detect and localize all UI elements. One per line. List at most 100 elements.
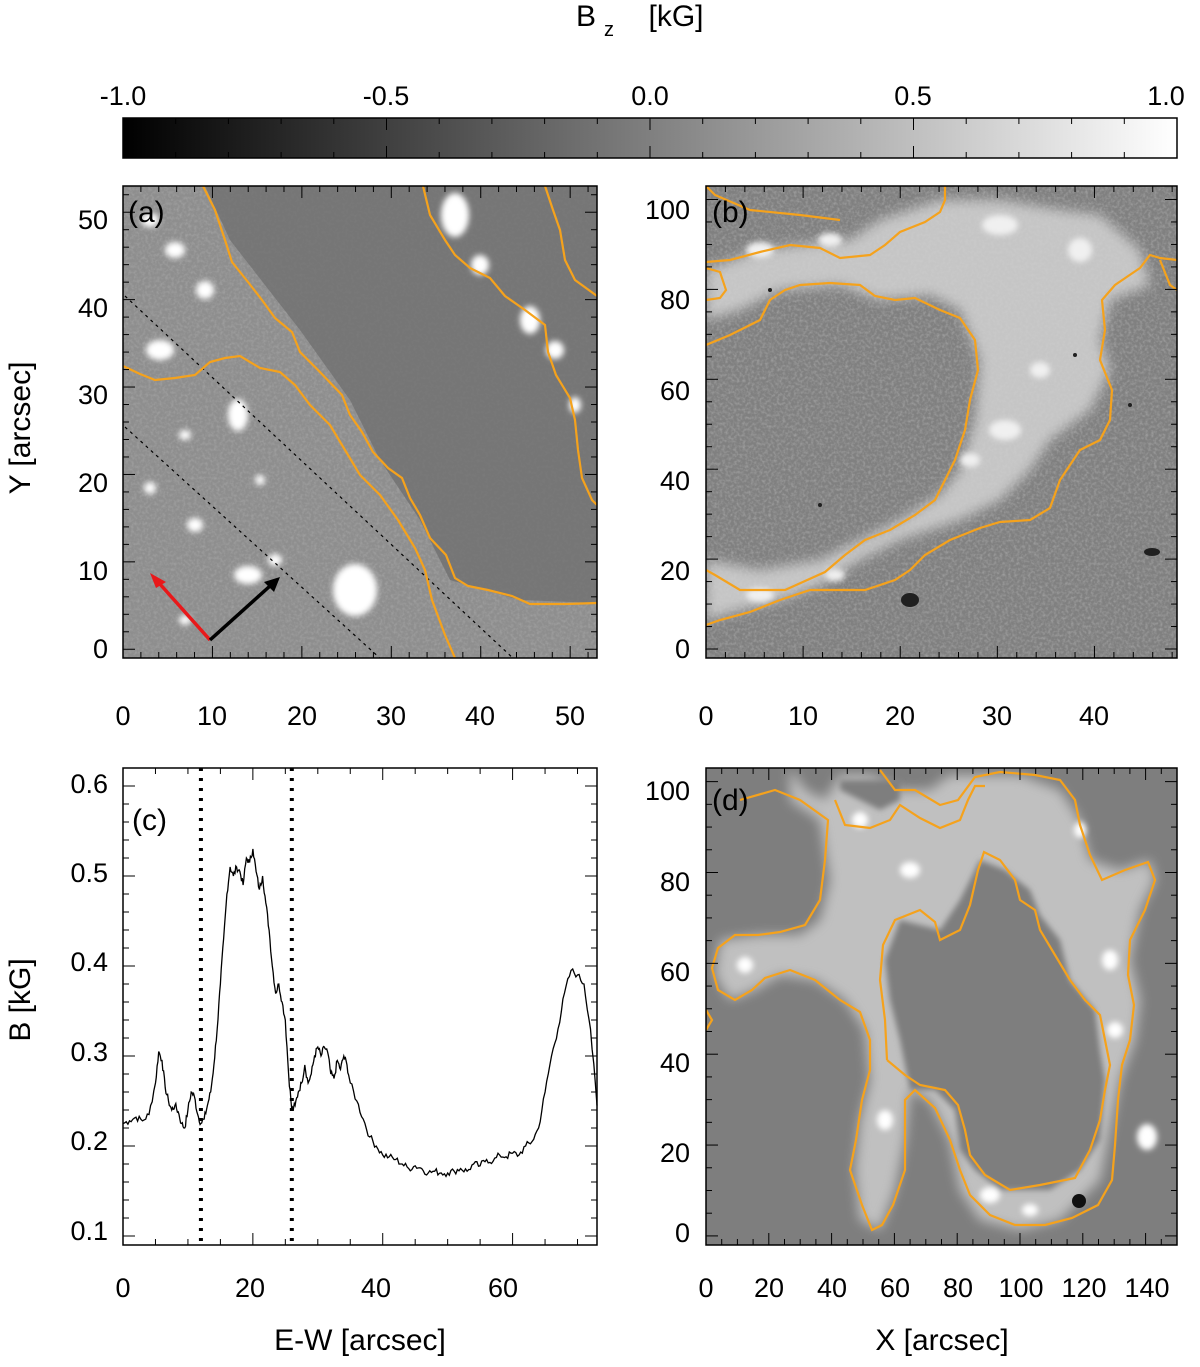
panel-c-y-tick-labels: 0.1 0.2 0.3 0.4 0.5 0.6	[70, 769, 108, 1246]
x-tick-label: 40	[465, 701, 495, 731]
colorbar-title-unit: [kG]	[648, 0, 703, 33]
x-tick-label: 30	[982, 701, 1012, 731]
colorbar: B z [kG] -1.0 -0.5 0.0 0.5 1.0	[100, 0, 1185, 159]
y-tick-label: 10	[78, 556, 108, 586]
x-tick-label: 0	[115, 701, 130, 731]
y-tick-label: 30	[78, 380, 108, 410]
y-tick-label: 100	[645, 195, 690, 225]
x-tick-label: 80	[943, 1273, 973, 1303]
panel-a: (a) 0 10 20 30 40 50 0 10 20 30 40 50 Y …	[4, 185, 598, 731]
x-tick-label: 0	[115, 1273, 130, 1303]
colorbar-tick-label: 0.0	[631, 81, 669, 111]
y-tick-label: 80	[660, 867, 690, 897]
x-tick-label: 50	[555, 701, 585, 731]
panel-c-frame	[122, 767, 598, 1246]
red-arrow	[157, 581, 212, 642]
x-tick-label: 40	[361, 1273, 391, 1303]
y-tick-label: 0	[675, 634, 690, 664]
panel-d-contours	[706, 769, 1157, 1232]
panel-c-label: (c)	[132, 804, 167, 837]
colorbar-tick-label: -1.0	[100, 81, 147, 111]
y-tick-label: 80	[660, 285, 690, 315]
panel-d-x-axis-title: X [arcsec]	[875, 1324, 1008, 1357]
y-tick-label: 0.2	[70, 1126, 108, 1156]
x-tick-label: 60	[488, 1273, 518, 1303]
x-tick-label: 10	[197, 701, 227, 731]
y-tick-label: 40	[660, 1048, 690, 1078]
panel-b-dark-spots	[768, 288, 1160, 607]
y-tick-label: 40	[78, 293, 108, 323]
panel-d-bright-points	[737, 812, 1157, 1216]
colorbar-title-sub: z	[604, 19, 614, 41]
panel-a-y-tick-labels: 0 10 20 30 40 50	[78, 205, 108, 664]
x-tick-label: 20	[287, 701, 317, 731]
x-tick-label: 120	[1061, 1273, 1106, 1303]
y-tick-label: 20	[660, 556, 690, 586]
panel-b-contours	[706, 186, 1177, 627]
panel-d-x-tick-labels: 0 20 40 60 80 100 120 140	[698, 1273, 1169, 1303]
y-tick-label: 60	[660, 376, 690, 406]
panel-d-dark-spot	[1072, 1194, 1086, 1208]
panel-a-y-axis-title: Y [arcsec]	[4, 362, 37, 495]
x-tick-label: 20	[885, 701, 915, 731]
panel-a-arrows	[150, 573, 280, 642]
x-tick-label: 0	[698, 1273, 713, 1303]
panel-b-bright-points	[746, 215, 1092, 602]
colorbar-title-main: B	[576, 0, 596, 33]
panel-d-interior	[840, 780, 1105, 1190]
panel-d-label: (d)	[712, 784, 749, 817]
panel-a-plage	[141, 193, 581, 625]
x-tick-label: 30	[376, 701, 406, 731]
y-tick-label: 0	[675, 1218, 690, 1248]
y-tick-label: 0.4	[70, 947, 108, 977]
black-arrow-head	[264, 577, 280, 592]
x-tick-label: 40	[1079, 701, 1109, 731]
colorbar-tick-label: 1.0	[1147, 81, 1185, 111]
x-tick-label: 10	[788, 701, 818, 731]
y-tick-label: 60	[660, 957, 690, 987]
panel-c-field-curve	[122, 848, 598, 1178]
panel-c: (c) 0 20 40 60 0.1 0.2 0.3 0.4 0.5 0.6 E…	[4, 767, 598, 1357]
x-tick-label: 100	[998, 1273, 1043, 1303]
panel-c-x-tick-labels: 0 20 40 60	[115, 1273, 518, 1303]
black-arrow	[208, 584, 272, 642]
panel-b-y-tick-labels: 0 20 40 60 80 100	[645, 195, 690, 664]
colorbar-minor-ticks	[122, 118, 1178, 158]
y-tick-label: 0.6	[70, 769, 108, 799]
panel-b: (b) 0 10 20 30 40 0 20 40 60 80 100	[645, 185, 1178, 731]
y-tick-label: 50	[78, 205, 108, 235]
y-tick-label: 40	[660, 466, 690, 496]
y-tick-label: 100	[645, 776, 690, 806]
y-tick-label: 0.5	[70, 858, 108, 888]
x-tick-label: 20	[754, 1273, 784, 1303]
panel-b-plage	[706, 200, 1150, 620]
x-tick-label: 140	[1124, 1273, 1169, 1303]
panel-b-x-tick-labels: 0 10 20 30 40	[698, 701, 1109, 731]
colorbar-tick-label: -0.5	[363, 81, 410, 111]
panel-b-label: (b)	[712, 196, 749, 229]
y-tick-label: 20	[660, 1138, 690, 1168]
x-tick-label: 60	[880, 1273, 910, 1303]
y-tick-label: 0	[93, 634, 108, 664]
y-tick-label: 0.3	[70, 1037, 108, 1067]
x-tick-label: 0	[698, 701, 713, 731]
x-tick-label: 20	[235, 1273, 265, 1303]
x-tick-label: 40	[817, 1273, 847, 1303]
panel-d-axis-ticks	[705, 768, 1178, 1245]
panel-c-x-axis-title: E-W [arcsec]	[274, 1324, 446, 1357]
panel-b-axis-ticks	[705, 186, 1177, 658]
panel-a-slit-line	[124, 295, 514, 658]
panel-d-y-tick-labels: 0 20 40 60 80 100	[645, 776, 690, 1248]
y-tick-label: 20	[78, 468, 108, 498]
panel-a-axis-ticks	[122, 186, 597, 658]
panel-b-frame	[705, 185, 1178, 659]
colorbar-tick-label: 0.5	[894, 81, 932, 111]
panel-a-contours	[123, 186, 597, 658]
panel-a-x-tick-labels: 0 10 20 30 40 50	[115, 701, 585, 731]
panel-c-axis-ticks	[122, 767, 597, 1245]
panel-c-y-axis-title: B [kG]	[4, 958, 37, 1041]
panel-a-slit-line	[124, 426, 381, 658]
panel-d: (d) 0 20 40 60 80 100 120 140 0 20 40 60…	[645, 767, 1178, 1357]
red-arrow-head	[150, 573, 166, 588]
